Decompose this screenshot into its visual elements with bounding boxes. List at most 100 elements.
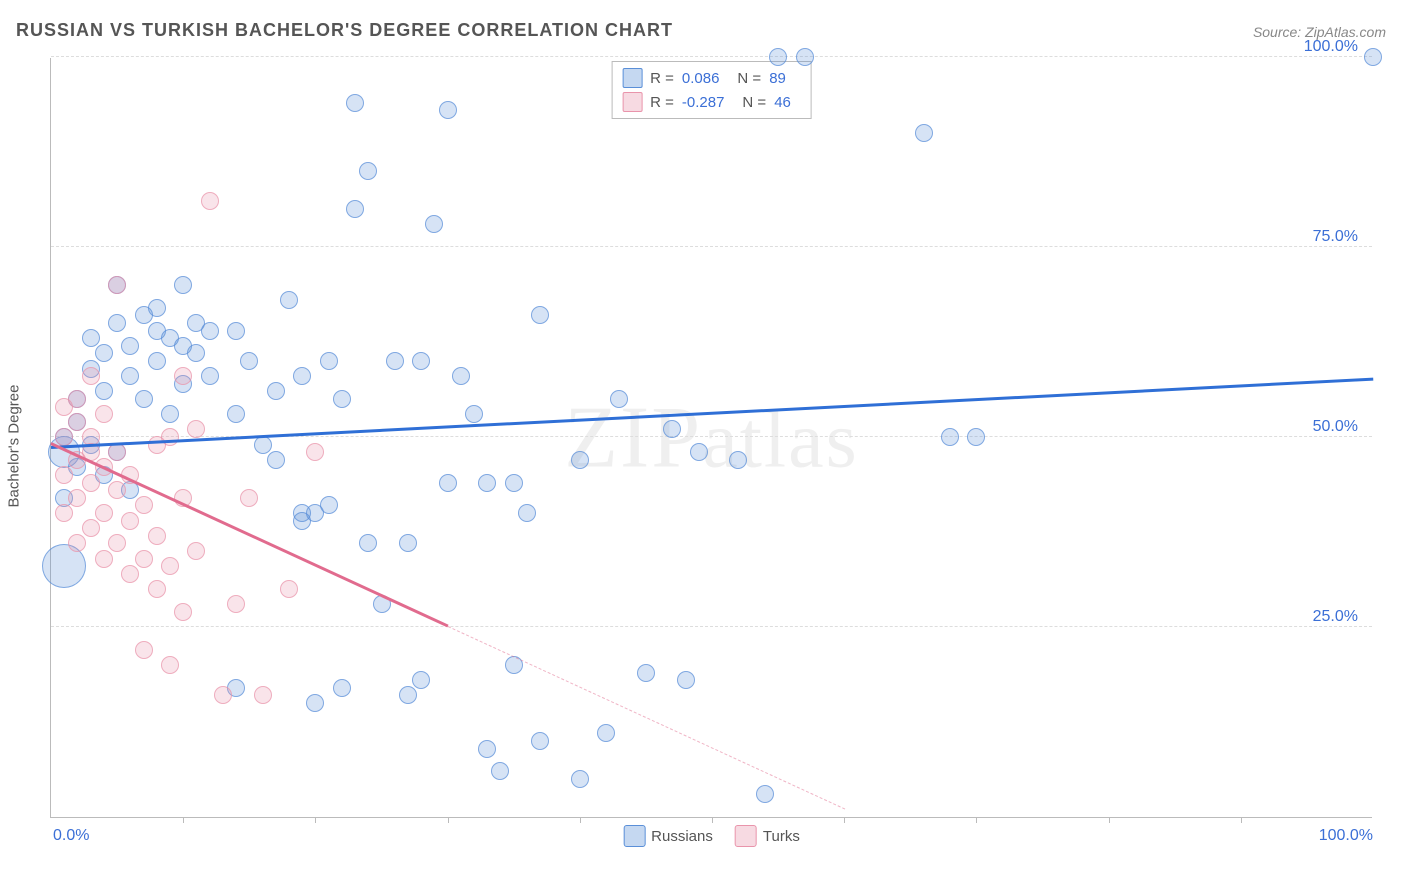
turks-point: [135, 550, 153, 568]
turks-swatch: [622, 92, 642, 112]
russians-point: [320, 496, 338, 514]
watermark: ZIPatlas: [564, 387, 859, 488]
turks-point: [135, 641, 153, 659]
russians-point: [267, 451, 285, 469]
x-tick-label: 100.0%: [1319, 827, 1373, 845]
y-axis-label: Bachelor's Degree: [6, 385, 23, 508]
russians-point: [941, 428, 959, 446]
turks-point: [121, 565, 139, 583]
turks-point: [201, 192, 219, 210]
russians-point: [359, 534, 377, 552]
turks-trend-line: [50, 442, 448, 627]
russians-point: [386, 352, 404, 370]
russians-point: [280, 291, 298, 309]
russians-point: [412, 671, 430, 689]
russians-point: [663, 420, 681, 438]
russians-point: [756, 785, 774, 803]
chart-title: RUSSIAN VS TURKISH BACHELOR'S DEGREE COR…: [16, 20, 673, 41]
turks-point: [174, 603, 192, 621]
grid-line: [51, 626, 1372, 627]
russians-point: [597, 724, 615, 742]
russians-point: [227, 322, 245, 340]
turks-point: [68, 489, 86, 507]
turks-trend-line-dashed: [447, 626, 844, 809]
n-value: 46: [774, 94, 791, 111]
y-tick-label: 100.0%: [1304, 38, 1358, 56]
russians-point: [121, 337, 139, 355]
russians-point: [346, 94, 364, 112]
n-label: N =: [742, 94, 766, 111]
russians-point: [690, 443, 708, 461]
russians-point: [1364, 48, 1382, 66]
legend-item-russians: Russians: [623, 825, 713, 847]
turks-point: [135, 496, 153, 514]
r-value: -0.287: [682, 94, 725, 111]
x-tick-label: 0.0%: [53, 827, 89, 845]
russians-point: [967, 428, 985, 446]
turks-point: [82, 519, 100, 537]
turks-point: [174, 367, 192, 385]
russians-point: [571, 451, 589, 469]
y-tick-label: 50.0%: [1313, 418, 1358, 436]
turks-point: [55, 504, 73, 522]
russians-point: [108, 314, 126, 332]
russians-point: [135, 390, 153, 408]
turks-legend-swatch: [735, 825, 757, 847]
turks-point: [306, 443, 324, 461]
russians-point: [531, 306, 549, 324]
y-tick-label: 25.0%: [1313, 608, 1358, 626]
turks-point: [240, 489, 258, 507]
russians-point: [174, 276, 192, 294]
turks-point: [108, 481, 126, 499]
n-value: 89: [769, 70, 786, 87]
legend-label: Turks: [763, 828, 800, 845]
turks-point: [108, 534, 126, 552]
turks-point: [148, 580, 166, 598]
turks-point: [55, 466, 73, 484]
x-tick: [976, 817, 977, 823]
russians-point: [412, 352, 430, 370]
russians-point: [333, 679, 351, 697]
x-tick: [580, 817, 581, 823]
n-label: N =: [737, 70, 761, 87]
turks-point: [161, 656, 179, 674]
russians-point: [148, 352, 166, 370]
turks-point: [227, 595, 245, 613]
turks-point: [187, 420, 205, 438]
russians-point: [439, 474, 457, 492]
russians-point: [320, 352, 338, 370]
russians-point: [201, 322, 219, 340]
r-label: R =: [650, 70, 674, 87]
russians-point: [610, 390, 628, 408]
russians-point: [425, 215, 443, 233]
russians-point: [439, 101, 457, 119]
r-value: 0.086: [682, 70, 720, 87]
turks-point: [68, 413, 86, 431]
russians-point: [531, 732, 549, 750]
x-tick: [183, 817, 184, 823]
russians-point: [478, 474, 496, 492]
x-tick: [448, 817, 449, 823]
russians-point: [571, 770, 589, 788]
x-tick: [712, 817, 713, 823]
russians-point: [452, 367, 470, 385]
russians-point: [359, 162, 377, 180]
x-tick: [315, 817, 316, 823]
russians-trend-line: [51, 378, 1373, 449]
russians-point: [346, 200, 364, 218]
scatter-plot: ZIPatlas R =0.086N =89R =-0.287N =46 Rus…: [50, 58, 1372, 818]
russians-point: [227, 405, 245, 423]
russians-point: [201, 367, 219, 385]
turks-point: [82, 367, 100, 385]
turks-point: [121, 512, 139, 530]
russians-point: [306, 694, 324, 712]
russians-point: [148, 299, 166, 317]
russians-point: [478, 740, 496, 758]
x-tick: [844, 817, 845, 823]
stats-row-russians: R = 0.086 N = 89: [622, 66, 801, 90]
turks-point: [161, 557, 179, 575]
russians-point: [677, 671, 695, 689]
turks-point: [68, 534, 86, 552]
turks-point: [161, 428, 179, 446]
russians-point: [769, 48, 787, 66]
